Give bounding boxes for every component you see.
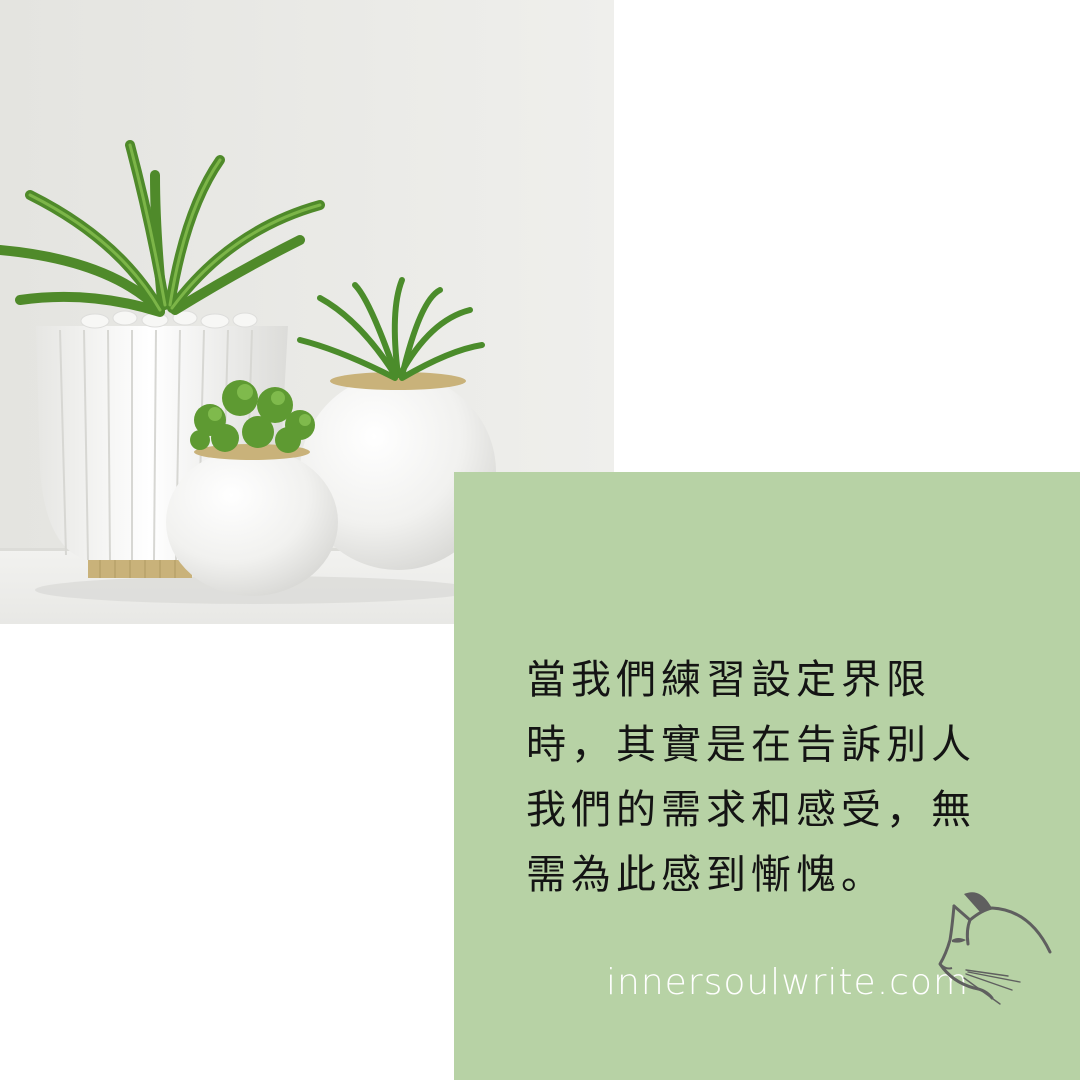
website-url: innersoulwrite.com: [606, 962, 970, 1003]
quote-line: 當我們練習設定界限: [526, 657, 931, 703]
quote-line: 時，其實是在告訴別人: [526, 722, 976, 768]
quote-line: 需為此感到慚愧。: [526, 852, 886, 898]
cat-head-icon: [938, 892, 1052, 1005]
quote-text: 當我們練習設定界限 時，其實是在告訴別人 我們的需求和感受，無 需為此感到慚愧。: [526, 648, 1026, 908]
plant-pots-photo: [0, 0, 614, 624]
quote-line: 我們的需求和感受，無: [526, 787, 976, 833]
card-photo-overlap: [454, 472, 614, 624]
